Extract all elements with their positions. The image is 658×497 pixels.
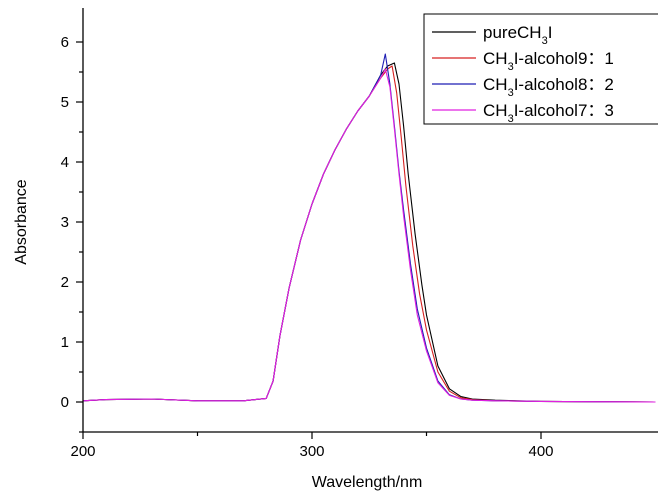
y-tick-label: 3 [61, 214, 69, 231]
legend-label-4: CH3I-alcohol7：3 [483, 101, 614, 125]
ticks-layer: 200 300 400 0 1 2 3 4 5 6 [61, 34, 554, 460]
series-layer [83, 53, 656, 403]
y-tick-label: 6 [61, 34, 69, 51]
legend-label-1: pureCH3I [483, 23, 552, 47]
series-line-4 [83, 68, 656, 403]
x-tick-label: 200 [70, 443, 95, 460]
legend-label-2: CH3I-alcohol9：1 [483, 49, 614, 73]
legend: pureCH3ICH3I-alcohol9：1CH3I-alcohol8：2CH… [423, 13, 658, 125]
legend-items: pureCH3ICH3I-alcohol9：1CH3I-alcohol8：2CH… [432, 23, 614, 125]
y-tick-label: 1 [61, 334, 69, 351]
y-tick-label: 4 [61, 154, 69, 171]
y-tick-label: 5 [61, 94, 69, 111]
y-tick-label: 2 [61, 274, 69, 291]
x-tick-label: 300 [299, 443, 324, 460]
x-axis-title: Wavelength/nm [312, 474, 423, 491]
y-axis-title: Absorbance [13, 179, 30, 264]
y-tick-label: 0 [61, 394, 69, 411]
legend-label-3: CH3I-alcohol8：2 [483, 75, 614, 99]
x-tick-label: 400 [528, 443, 553, 460]
